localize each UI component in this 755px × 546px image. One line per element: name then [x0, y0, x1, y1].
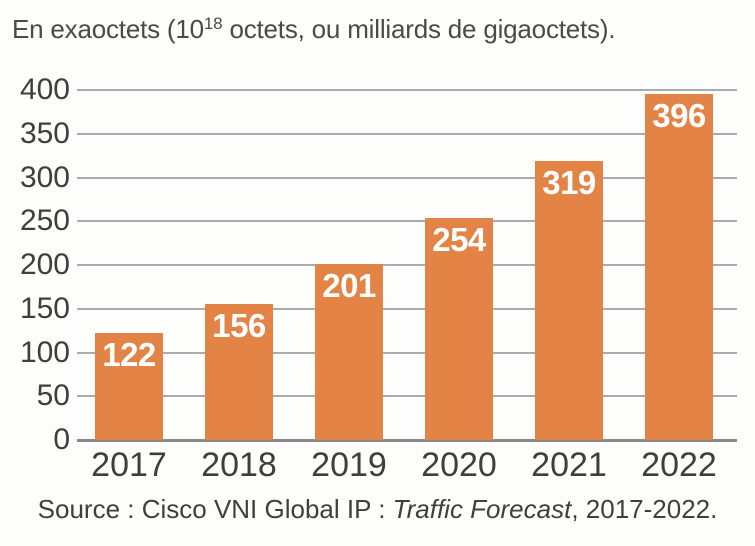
chart-title-prefix: En exaoctets (10: [12, 14, 204, 44]
bar-value-label-2022: 396: [652, 96, 706, 134]
x-axis-label-2018: 2018: [201, 446, 277, 484]
bar-value-label-2019: 201: [322, 267, 376, 305]
y-axis-label-100: 100: [19, 335, 70, 369]
bar-2022: 396: [645, 93, 713, 440]
bar-value-label-2017: 122: [102, 336, 156, 374]
x-axis-label-2020: 2020: [421, 446, 497, 484]
gridline-350: [77, 132, 737, 135]
chart-title: En exaoctets (1018 octets, ou milliards …: [12, 14, 616, 45]
bar-2019: 201: [315, 264, 383, 440]
bar-value-label-2020: 254: [432, 220, 486, 258]
x-axis-label-2019: 2019: [311, 446, 387, 484]
bar-2021: 319: [535, 160, 603, 440]
bar-2017: 122: [95, 333, 163, 440]
gridline-400: [77, 89, 737, 91]
x-axis-label-2017: 2017: [91, 446, 167, 484]
y-axis-label-50: 50: [36, 379, 70, 413]
chart-title-exponent: 18: [203, 14, 223, 33]
y-axis-label-350: 350: [19, 116, 70, 150]
gridline-150: [77, 307, 737, 310]
source-prefix: Source : Cisco VNI Global IP :: [37, 494, 393, 524]
bar-2018: 156: [205, 303, 273, 440]
gridline-200: [77, 264, 737, 266]
x-axis-baseline: [77, 439, 737, 442]
gridline-100: [77, 351, 737, 354]
source-italic: Traffic Forecast: [392, 494, 572, 524]
y-axis-label-200: 200: [19, 248, 70, 281]
y-axis-label-0: 0: [53, 423, 70, 456]
gridline-50: [77, 395, 737, 398]
source-suffix: , 2017-2022.: [571, 494, 718, 524]
source-note: Source : Cisco VNI Global IP : Traffic F…: [0, 494, 755, 525]
bar-2020: 254: [425, 217, 493, 440]
gridline-300: [77, 176, 737, 179]
chart-title-suffix: octets, ou milliards de gigaoctets).: [222, 14, 616, 44]
x-axis-label-2021: 2021: [531, 446, 607, 484]
bar-value-label-2021: 319: [542, 163, 596, 201]
gridline-250: [77, 220, 737, 223]
y-axis-label-300: 300: [19, 160, 70, 194]
y-axis-label-150: 150: [19, 291, 70, 325]
x-axis-label-2022: 2022: [641, 446, 717, 484]
y-axis-label-400: 400: [19, 73, 70, 106]
y-axis-label-250: 250: [19, 204, 70, 238]
bar-value-label-2018: 156: [212, 306, 266, 344]
